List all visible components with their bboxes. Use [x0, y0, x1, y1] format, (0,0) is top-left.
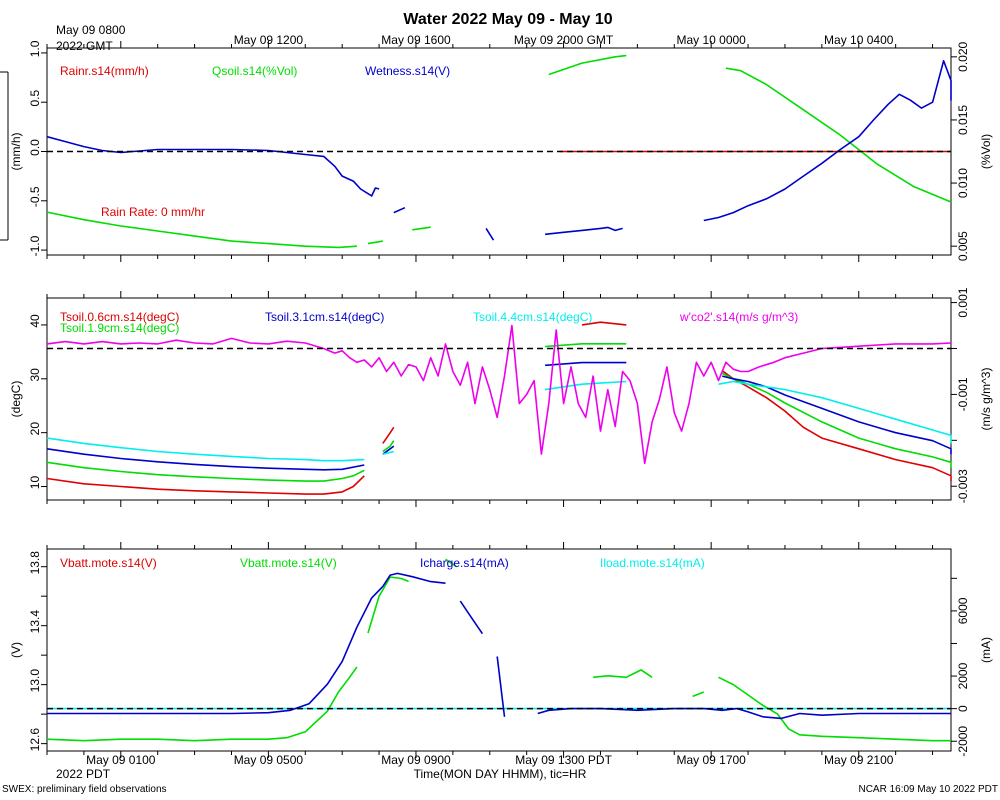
- bottom-axis-year: 2022 PDT: [56, 767, 111, 781]
- footer-timestamp: NCAR 16:09 May 10 2022 PDT: [858, 784, 998, 795]
- y-tick-label-left: 20: [28, 422, 42, 436]
- bottom-axis-label: May 09 1300 PDT: [515, 753, 612, 767]
- panel-frame: [46, 548, 952, 752]
- series-line: [46, 54, 952, 249]
- y-tick-label-right: 0.010: [956, 168, 970, 198]
- series-line: [46, 324, 952, 465]
- series-line: [46, 361, 952, 471]
- x-axis-label: Time(MON DAY HHMM), tic=HR: [414, 767, 587, 781]
- bottom-axis-label: May 09 2100: [824, 753, 894, 767]
- top-axis-first-label: May 09 0800: [56, 23, 126, 37]
- y-axis-label-left: (degC): [9, 381, 23, 418]
- y-tick-label-left: -1.0: [28, 235, 42, 256]
- y-tick-label-left: 1.0: [28, 40, 42, 57]
- bottom-axis-label: May 09 0100: [86, 753, 156, 767]
- legend-entry: w'co2'.s14(m/s g/m^3): [679, 310, 798, 324]
- y-tick-label-left: 13.4: [28, 610, 42, 634]
- footer-note: SWEX: preliminary field observations: [2, 784, 167, 795]
- legend-entry: Tsoil.1.9cm.s14(degC): [60, 321, 179, 335]
- top-axis-label: May 10 0000: [676, 33, 746, 47]
- panel-3: 12.6 13.0 13.4 13.8 -2000 0 2000 6000 (V) (mA) Vba…: [9, 542, 993, 758]
- y-axis-label-right: (%Vol): [979, 134, 993, 169]
- legend-entry: Vbatt.mote.s14(V): [240, 556, 337, 570]
- bottom-axis-label: May 09 0900: [381, 753, 451, 767]
- y-tick-label-left: 13.0: [28, 669, 42, 693]
- legend-entry: Tsoil.3.1cm.s14(degC): [265, 310, 384, 324]
- y-axis-label-right: (m/s g/m^3): [979, 368, 993, 431]
- series-line: [46, 558, 951, 742]
- series-line: [46, 60, 952, 241]
- series-line: [46, 321, 952, 495]
- legend-entry: Iload.mote.s14(mA): [600, 556, 705, 570]
- rain-rate-annotation: Rain Rate: 0 mm/hr: [101, 205, 205, 219]
- y-axis-label-left: (V): [9, 642, 23, 658]
- legend-entry: Wetness.s14(V): [365, 64, 450, 78]
- top-axis-label: May 10 0400: [824, 33, 894, 47]
- top-axis-first-year: 2022 GMT: [56, 39, 113, 53]
- panel-1: -1.0 -0.5 0.0 0.5 1.0 0.005 0.010 0.015 0.020 (mm…: [9, 40, 993, 262]
- y-tick-label-left: 40: [28, 314, 42, 328]
- panel-frame: [46, 297, 952, 501]
- y-tick-label-right: -0.001: [956, 377, 970, 411]
- y-tick-label-right: 0.020: [956, 41, 970, 71]
- bottom-axis-label: May 09 1700: [676, 753, 746, 767]
- legend-entry: Qsoil.s14(%Vol): [212, 64, 297, 78]
- y-axis-label-right: (mA): [979, 637, 993, 663]
- y-tick-label-right: 0.005: [956, 231, 970, 261]
- y-tick-label-right: 2000: [956, 662, 970, 689]
- series-line: [47, 572, 951, 720]
- legend-entry: Tsoil.4.4cm.s14(degC): [473, 310, 592, 324]
- y-tick-label-right: 0.001: [956, 287, 970, 317]
- legend-entry: Icharge.s14(mA): [420, 556, 509, 570]
- y-tick-label-left: -0.5: [28, 186, 42, 207]
- y-tick-label-right: 0: [956, 705, 970, 712]
- y-tick-label-left: 10: [28, 476, 42, 490]
- y-tick-label-left: 13.8: [28, 551, 42, 575]
- top-axis-label: May 09 1200: [234, 33, 304, 47]
- top-time-axis: May 09 0800 2022 GMT May 09 1200 May 09 1…: [56, 23, 894, 53]
- y-tick-label-right: 6000: [956, 597, 970, 624]
- bottom-time-axis: 2022 PDT Time(MON DAY HHMM), tic=HR May …: [56, 753, 894, 781]
- y-tick-label-left: 12.6: [28, 728, 42, 752]
- legend-entry: Tsoil.0.6cm.s14(degC): [60, 310, 179, 324]
- y-tick-label-right: -2000: [956, 726, 970, 757]
- y-tick-label-left: 30: [28, 368, 42, 382]
- y-tick-label-left: 0.5: [28, 90, 42, 107]
- y-tick-label-right: -0.003: [956, 469, 970, 503]
- legend-entry: Rainr.s14(mm/h): [60, 64, 149, 78]
- series-line: [46, 380, 952, 462]
- series-line: [46, 343, 952, 482]
- y-tick-label-left: 0.0: [28, 139, 42, 156]
- panel-2: 10 20 30 40 -0.003 -0.001 0.001 (degC) (m/s g/m^…: [9, 287, 993, 507]
- y-tick-label-right: 0.015: [956, 105, 970, 135]
- top-axis-label: May 09 2000 GMT: [514, 33, 614, 47]
- chart-title: Water 2022 May 09 - May 10: [403, 11, 612, 28]
- bottom-axis-label: May 09 0500: [234, 753, 304, 767]
- y-axis-label-left: (mm/h): [9, 133, 23, 171]
- legend-entry: Vbatt.mote.s14(V): [60, 556, 157, 570]
- top-axis-label: May 09 1600: [381, 33, 451, 47]
